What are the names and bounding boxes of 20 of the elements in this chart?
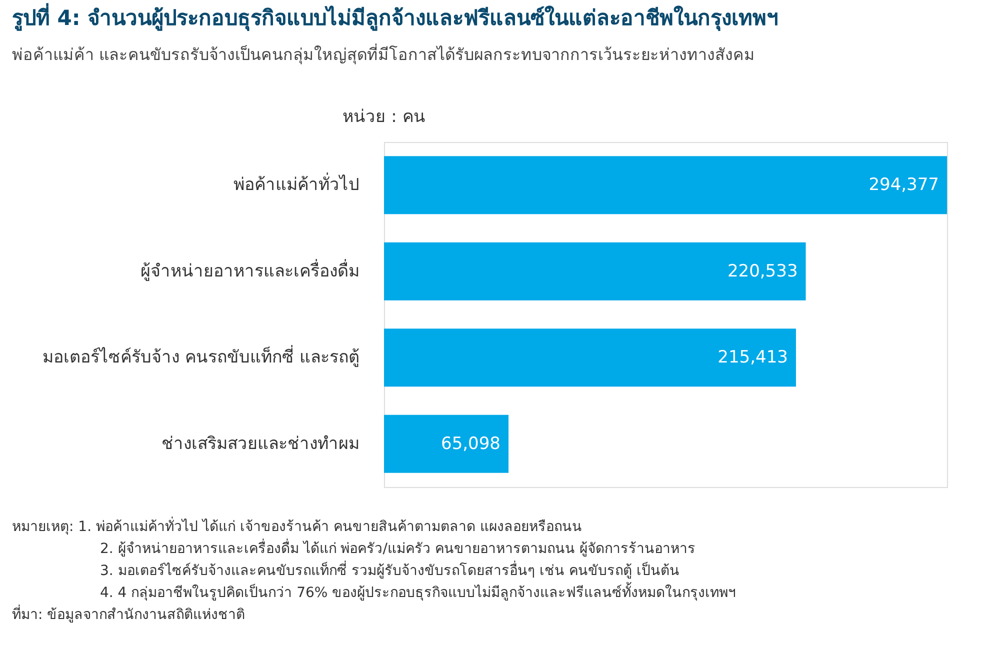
bar: [384, 414, 508, 473]
y-tick-label: พ่อค้าแม่ค้าทั่วไป: [234, 172, 360, 196]
chart-title: รูปที่ 4: จำนวนผู้ประกอบธุรกิจแบบไม่มีลูกจ้างและฟรีแลนซ์ในแต่ละอาชีพในกรุงเทพฯ: [12, 2, 779, 32]
bar: [384, 328, 796, 387]
data-label: 294,377: [868, 175, 939, 196]
y-tick-label: ผู้จำหน่ายอาหารและเครื่องดื่ม: [140, 258, 360, 282]
chart-subtitle: พ่อค้าแม่ค้า และคนขับรถรับจ้างเป็นคนกลุ่มใหญ่สุดที่มีโอกาสได้รับผลกระทบจากการเว้นระยะห่างทางสังคม: [12, 43, 756, 65]
text: หน่วย : คน: [342, 107, 426, 127]
data-label: 220,533: [727, 261, 798, 282]
text: 4. 4 กลุ่มอาชีพในรูปคิดเป็นกว่า 76% ของผู้ประกอบธุรกิจแบบไม่มีลูกจ้างและฟรีแลนซ์ทั้งหมดในกรุงเทพฯ: [100, 582, 736, 601]
bar: [384, 156, 947, 214]
text: หมายเหตุ: 1. พ่อค้าแม่ค้าทั่วไป ได้แก่ เจ้าของร้านค้า คนขายสินค้าตามตลาด แผงลอยหรือถนน: [12, 517, 582, 535]
y-tick-label: มอเตอร์ไซค์รับจ้าง คนรถขับแท็กซี่ และรถตู้: [42, 344, 360, 368]
text: 3. มอเตอร์ไซค์รับจ้างและคนขับรถแท็กซี่ รวมผู้รับจ้างขับรถโดยสารอื่นๆ เช่น คนขับรถตู้ เป็นต้น: [100, 561, 680, 579]
data-label: 215,413: [718, 348, 788, 368]
text: 2. ผู้จำหน่ายอาหารและเครื่องดื่ม ได้แก่ พ่อครัว/แม่ครัว คนขายอาหารตามถนน ผู้จัดการร้านอาหาร: [100, 539, 696, 557]
data-label: 65,098: [441, 434, 500, 454]
text: ที่มา: ข้อมูลจากสำนักงานสถิติแห่งชาติ: [12, 605, 246, 623]
bar: [384, 242, 806, 300]
y-tick-label: ช่างเสริมสวยและช่างทำผม: [162, 434, 360, 454]
